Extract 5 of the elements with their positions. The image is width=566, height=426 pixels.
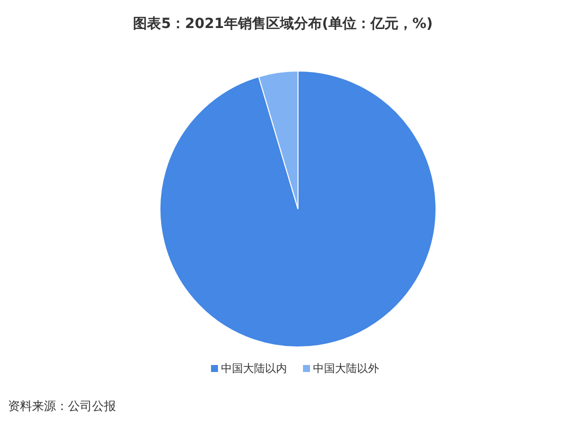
chart-title: 图表5：2021年销售区域分布(单位：亿元，%): [133, 16, 433, 32]
legend-label: 中国大陆以外: [313, 362, 379, 375]
text: 资料来源：公司公报: [8, 399, 116, 413]
pie-slice: [160, 70, 436, 348]
legend-label: 中国大陆以内: [221, 362, 287, 375]
